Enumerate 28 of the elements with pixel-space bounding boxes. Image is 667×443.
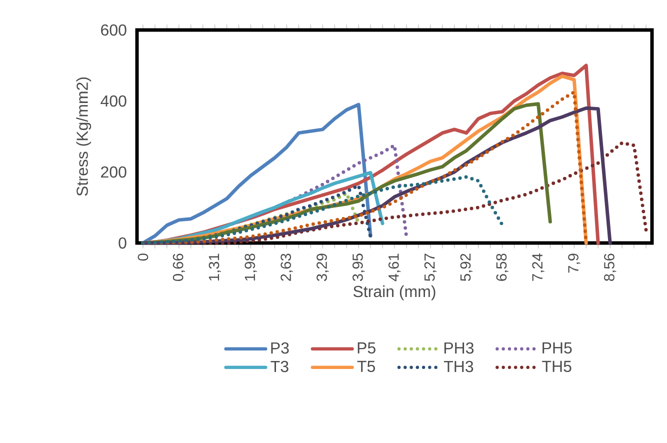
x-tick-label: 0,66 — [172, 254, 185, 282]
x-tick-label: 5,92 — [460, 254, 472, 282]
legend-label: T3 — [270, 360, 288, 372]
legend-label: T5 — [357, 360, 375, 372]
x-tick-label: 1,98 — [244, 254, 257, 280]
y-tick-label: 400 — [100, 95, 126, 107]
legend-label: PH5 — [542, 342, 572, 354]
x-tick-label: 4,61 — [388, 254, 401, 282]
y-tick-label: 200 — [101, 166, 126, 178]
y-tick-label: 600 — [101, 24, 126, 36]
x-tick-label: 7,9 — [568, 254, 580, 273]
x-tick-label: 0 — [138, 254, 148, 261]
legend-label: P5 — [358, 342, 376, 354]
x-tick-label: 3,95 — [352, 254, 365, 282]
x-tick-label: 1,31 — [208, 254, 221, 280]
x-tick-label: 5,27 — [424, 254, 436, 282]
x-tick-label: 7,24 — [532, 253, 544, 281]
x-axis-title: Strain (mm) — [353, 285, 436, 300]
legend-label: P3 — [271, 342, 289, 354]
x-tick-label: 2,63 — [280, 254, 293, 281]
x-tick-label: 8,56 — [604, 254, 616, 281]
y-tick-label: 0 — [118, 237, 126, 249]
x-tick-label: 6,58 — [496, 254, 508, 281]
legend-label: TH3 — [444, 360, 474, 372]
legend-label: PH3 — [444, 342, 474, 354]
x-tick-label: 3,29 — [316, 254, 329, 282]
legend-label: TH5 — [542, 360, 572, 372]
y-axis-title: Stress (Kg/mm2) — [76, 78, 92, 196]
